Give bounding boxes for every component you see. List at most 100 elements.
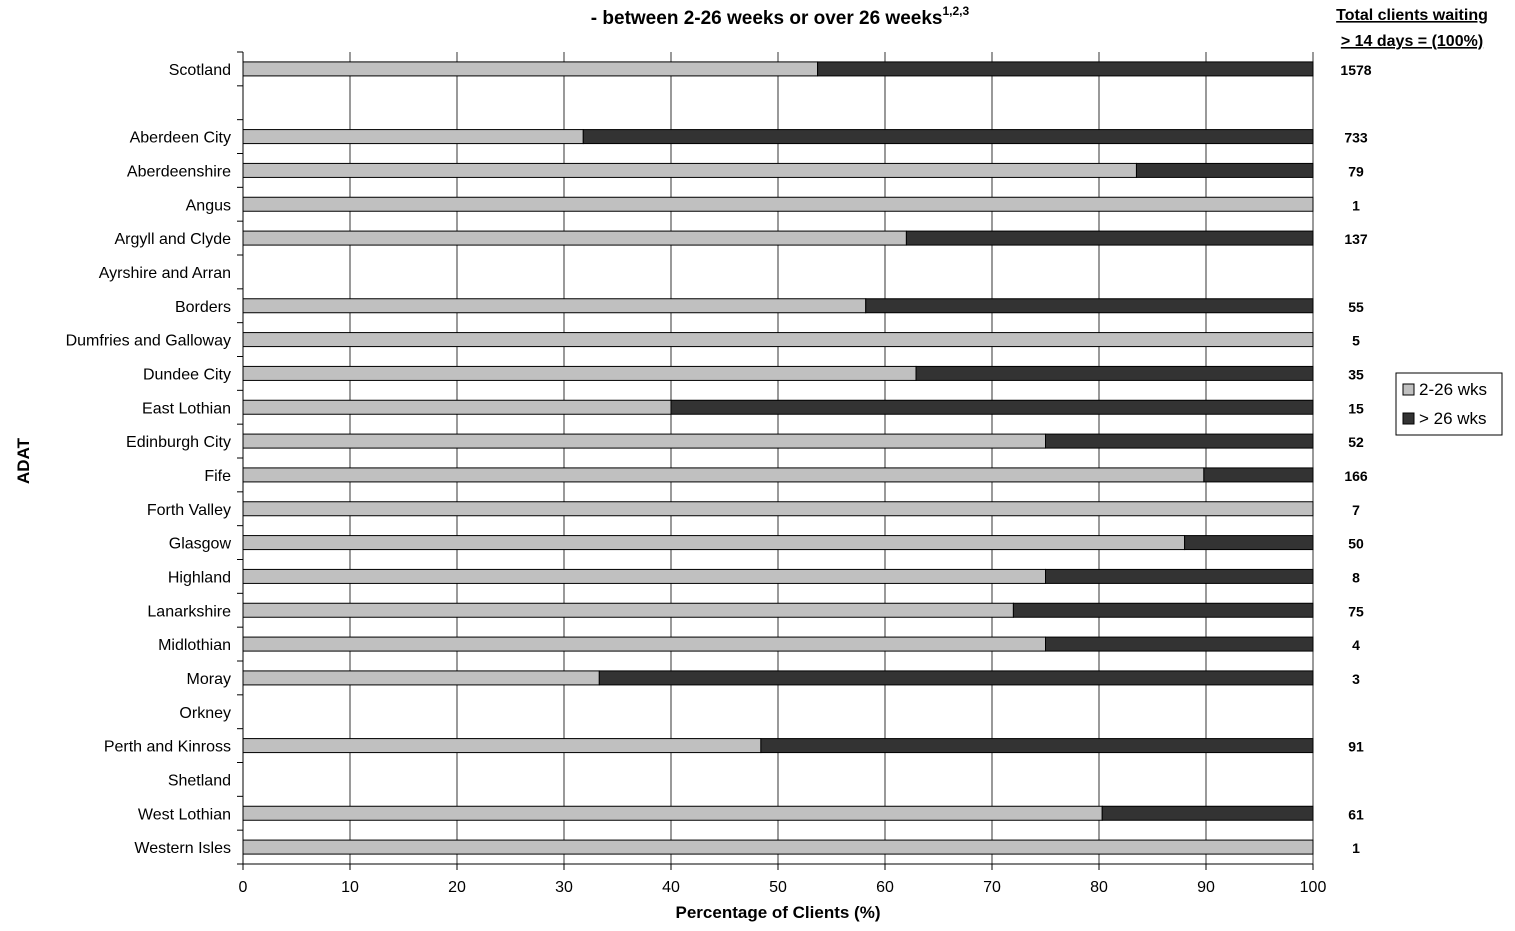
- x-tick-label-10: 10: [341, 879, 359, 896]
- bar-dundee-city-long-wait: [915, 365, 1314, 381]
- category-label-angus: Angus: [186, 197, 231, 214]
- x-axis-label: Percentage of Clients (%): [676, 903, 881, 922]
- y-axis-label: ADAT: [14, 437, 33, 484]
- category-label-shetland: Shetland: [168, 772, 231, 789]
- bar-lanarkshire-short-wait: [242, 602, 1014, 618]
- bar-perth-and-kinross-long-wait: [760, 738, 1314, 754]
- bar-edinburgh-city-short-wait: [242, 433, 1046, 449]
- category-label-scotland: Scotland: [169, 62, 231, 79]
- total-label-glasgow: 50: [1348, 536, 1364, 552]
- total-label-moray: 3: [1352, 671, 1360, 687]
- bar-fife-short-wait: [242, 467, 1205, 483]
- category-label-aberdeenshire: Aberdeenshire: [127, 163, 231, 180]
- x-tick-label-0: 0: [239, 879, 248, 896]
- total-label-midlothian: 4: [1352, 637, 1360, 653]
- totals-header-line-2: > 14 days = (100%): [1341, 33, 1483, 50]
- category-label-borders: Borders: [175, 299, 231, 316]
- bar-highland-short-wait: [242, 568, 1046, 584]
- bar-moray-long-wait: [598, 670, 1314, 686]
- bar-aberdeen-city-long-wait: [582, 129, 1314, 145]
- bar-aberdeenshire-short-wait: [242, 162, 1137, 178]
- bar-perth-and-kinross-short-wait: [242, 738, 762, 754]
- total-label-east-lothian: 15: [1348, 400, 1364, 416]
- bar-east-lothian-long-wait: [670, 399, 1314, 415]
- x-tick-label-50: 50: [769, 879, 787, 896]
- category-label-ayrshire-and-arran: Ayrshire and Arran: [99, 265, 231, 282]
- bar-forth-valley-short-wait: [242, 501, 1314, 517]
- total-label-dundee-city: 35: [1348, 366, 1364, 382]
- bar-midlothian-short-wait: [242, 636, 1046, 652]
- legend: 2-26 wks > 26 wks: [1395, 372, 1503, 436]
- total-label-aberdeenshire: 79: [1348, 163, 1364, 179]
- category-label-east-lothian: East Lothian: [142, 400, 231, 417]
- category-label-dumfries-and-galloway: Dumfries and Galloway: [66, 333, 231, 350]
- total-label-forth-valley: 7: [1352, 502, 1360, 518]
- legend-box: [1395, 372, 1503, 436]
- x-tick-label-70: 70: [983, 879, 1001, 896]
- category-label-midlothian: Midlothian: [158, 637, 231, 654]
- bar-aberdeenshire-long-wait: [1135, 162, 1314, 178]
- category-label-aberdeen-city: Aberdeen City: [130, 130, 231, 147]
- total-label-fife: 166: [1344, 468, 1368, 484]
- bar-west-lothian-short-wait: [242, 805, 1103, 821]
- x-tick-label-80: 80: [1090, 879, 1108, 896]
- x-tick-label-40: 40: [662, 879, 680, 896]
- bar-lanarkshire-long-wait: [1012, 602, 1314, 618]
- total-label-highland: 8: [1352, 569, 1360, 585]
- category-label-forth-valley: Forth Valley: [147, 502, 231, 519]
- bar-scotland-short-wait: [242, 61, 819, 77]
- bar-borders-long-wait: [865, 298, 1314, 314]
- total-label-aberdeen-city: 733: [1344, 130, 1368, 146]
- total-label-scotland: 1578: [1340, 62, 1371, 78]
- category-label-western-isles: Western Isles: [134, 840, 231, 857]
- x-tick-label-90: 90: [1197, 879, 1215, 896]
- category-label-fife: Fife: [204, 468, 231, 485]
- total-label-argyll-and-clyde: 137: [1344, 231, 1368, 247]
- bar-western-isles-short-wait: [242, 839, 1314, 855]
- bar-dundee-city-short-wait: [242, 365, 917, 381]
- category-label-perth-and-kinross: Perth and Kinross: [104, 739, 231, 756]
- category-label-glasgow: Glasgow: [169, 536, 232, 553]
- category-label-dundee-city: Dundee City: [143, 366, 231, 383]
- category-label-edinburgh-city: Edinburgh City: [126, 434, 231, 451]
- total-label-west-lothian: 61: [1348, 806, 1364, 822]
- bar-borders-short-wait: [242, 298, 867, 314]
- category-label-moray: Moray: [187, 671, 231, 688]
- total-label-edinburgh-city: 52: [1348, 434, 1364, 450]
- bar-glasgow-long-wait: [1184, 535, 1314, 551]
- category-label-lanarkshire: Lanarkshire: [147, 603, 231, 620]
- bar-aberdeen-city-short-wait: [242, 129, 584, 145]
- bar-edinburgh-city-long-wait: [1045, 433, 1314, 449]
- bar-east-lothian-short-wait: [242, 399, 672, 415]
- x-tick-label-30: 30: [555, 879, 573, 896]
- total-label-perth-and-kinross: 91: [1348, 739, 1364, 755]
- bar-midlothian-long-wait: [1045, 636, 1314, 652]
- bar-glasgow-short-wait: [242, 535, 1186, 551]
- category-label-orkney: Orkney: [179, 705, 231, 722]
- bar-scotland-long-wait: [817, 61, 1314, 77]
- bar-west-lothian-long-wait: [1101, 805, 1314, 821]
- legend-swatch-long-wait: [1402, 412, 1415, 425]
- x-tick-label-60: 60: [876, 879, 894, 896]
- chart-title: - between 2-26 weeks or over 26 weeks1,2…: [591, 4, 970, 29]
- category-label-highland: Highland: [168, 569, 231, 586]
- total-label-lanarkshire: 75: [1348, 603, 1364, 619]
- bar-fife-long-wait: [1203, 467, 1314, 483]
- legend-label-short-wait: 2-26 wks: [1419, 380, 1487, 399]
- bar-highland-long-wait: [1045, 568, 1314, 584]
- chart-title-superscript: 1,2,3: [942, 4, 969, 18]
- total-label-dumfries-and-galloway: 5: [1352, 333, 1360, 349]
- total-label-western-isles: 1: [1352, 840, 1360, 856]
- total-label-borders: 55: [1348, 299, 1364, 315]
- legend-label-long-wait: > 26 wks: [1419, 409, 1487, 428]
- x-tick-label-100: 100: [1300, 879, 1327, 896]
- bar-moray-short-wait: [242, 670, 600, 686]
- total-label-angus: 1: [1352, 197, 1360, 213]
- totals-header-line-1: Total clients waiting: [1336, 7, 1488, 24]
- category-label-west-lothian: West Lothian: [138, 806, 231, 823]
- bar-angus-short-wait: [242, 196, 1314, 212]
- bar-dumfries-and-galloway-short-wait: [242, 332, 1314, 348]
